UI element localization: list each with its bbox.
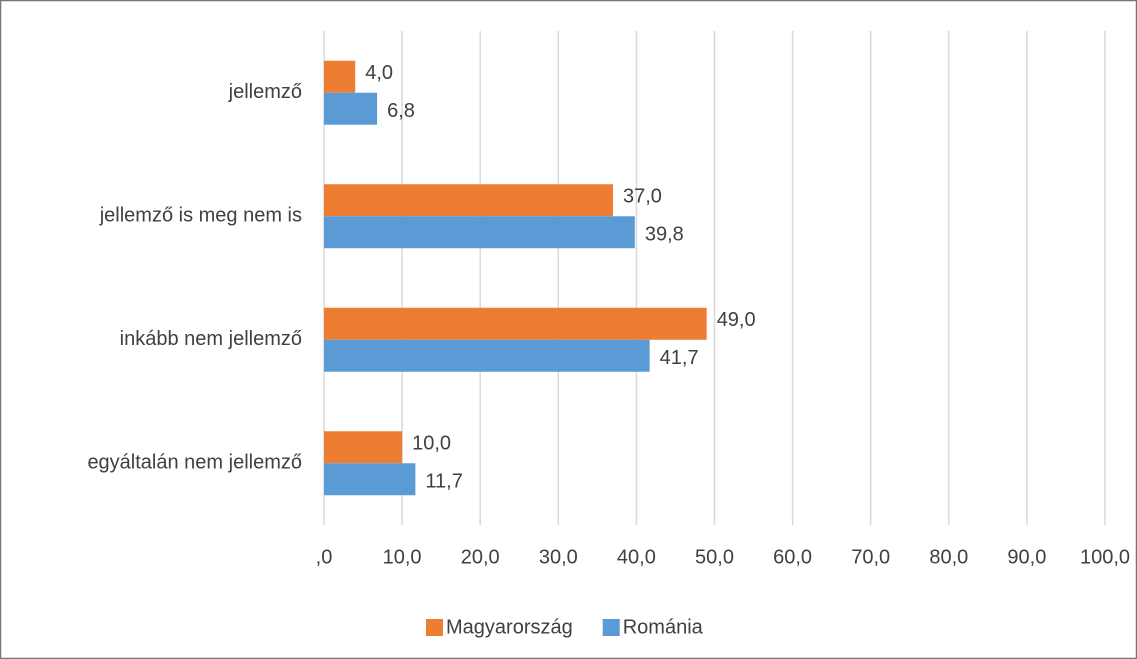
legend-swatch <box>602 619 620 636</box>
legend-swatch <box>426 619 443 636</box>
y-tick-label: egyáltalán nem jellemző <box>87 452 302 474</box>
x-tick-label: 10,0 <box>383 546 422 568</box>
value-label: 11,7 <box>425 471 462 493</box>
x-tick-label: 40,0 <box>617 546 656 568</box>
bar <box>324 431 403 464</box>
value-label: 39,8 <box>645 224 684 246</box>
x-tick-label: 70,0 <box>851 546 890 568</box>
value-label: 37,0 <box>623 186 662 208</box>
bar <box>324 307 707 340</box>
x-tick-label: 20,0 <box>461 546 500 568</box>
value-label: 10,0 <box>412 433 451 455</box>
x-tick-label: 60,0 <box>773 546 812 568</box>
value-label: 49,0 <box>717 309 756 331</box>
y-tick-label: jellemző <box>228 81 302 103</box>
y-tick-label: inkább nem jellemző <box>120 328 302 350</box>
x-tick-label: 90,0 <box>1007 546 1046 568</box>
x-tick-label: ,0 <box>316 546 333 568</box>
value-label: 41,7 <box>660 347 699 369</box>
bar <box>324 463 416 496</box>
legend-label: Románia <box>623 616 704 638</box>
value-label: 4,0 <box>365 62 393 84</box>
bar <box>324 92 378 125</box>
y-tick-label: jellemző is meg nem is <box>99 205 302 227</box>
bar <box>324 184 613 217</box>
bar <box>324 60 356 93</box>
legend-label: Magyarország <box>446 616 573 638</box>
x-tick-label: 80,0 <box>929 546 968 568</box>
x-tick-label: 50,0 <box>695 546 734 568</box>
bar <box>324 216 635 249</box>
x-tick-label: 100,0 <box>1080 546 1130 568</box>
value-label: 6,8 <box>387 100 415 122</box>
bar <box>324 339 650 372</box>
x-tick-label: 30,0 <box>539 546 578 568</box>
